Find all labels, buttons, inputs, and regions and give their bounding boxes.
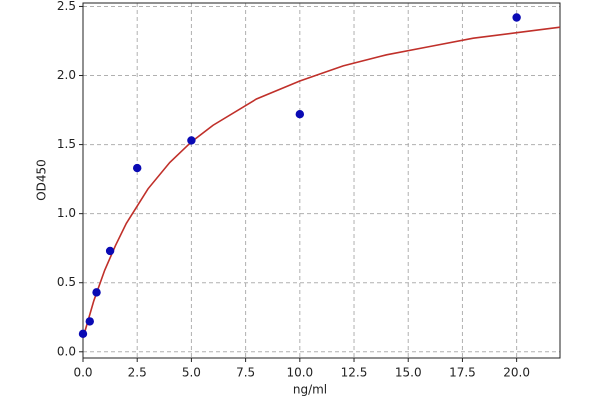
x-tick-label: 5.0 [182, 366, 201, 380]
y-axis-label: OD450 [35, 159, 49, 201]
y-tick-label: 0.5 [57, 275, 76, 289]
x-tick-label: 15.0 [395, 366, 422, 380]
plot-frame [82, 2, 561, 359]
y-tick-label: 2.5 [57, 0, 76, 13]
data-point [85, 317, 94, 326]
x-tick-label: 2.5 [128, 366, 147, 380]
x-tick-label: 7.5 [236, 366, 255, 380]
data-point [295, 109, 305, 119]
x-tick-label: 0.0 [73, 366, 92, 380]
y-tick-label: 1.0 [57, 206, 76, 220]
x-tick-label: 12.5 [341, 366, 368, 380]
data-point [78, 329, 88, 339]
data-point [187, 136, 196, 145]
y-tick-label: 0.0 [57, 344, 76, 358]
plot-area [83, 3, 560, 358]
x-tick-label: 10.0 [286, 366, 313, 380]
x-axis-label: ng/ml [293, 383, 327, 397]
data-point [105, 246, 115, 256]
y-tick-label: 2.0 [57, 68, 76, 82]
x-tick-label: 17.5 [449, 366, 476, 380]
x-tick-label: 20.0 [503, 366, 530, 380]
data-point [92, 288, 101, 297]
data-point [512, 13, 521, 22]
data-point [133, 163, 142, 173]
y-tick-label: 1.5 [57, 137, 76, 151]
